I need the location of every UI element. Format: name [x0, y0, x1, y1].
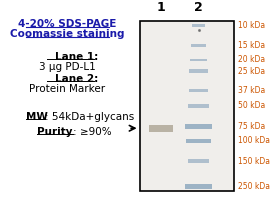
- Text: Purity: Purity: [37, 127, 73, 137]
- Bar: [185, 184, 212, 189]
- Text: 50 kDa: 50 kDa: [238, 101, 265, 110]
- Text: MW: MW: [26, 112, 48, 122]
- Text: Lane 2:: Lane 2:: [55, 74, 98, 84]
- Text: 1: 1: [157, 1, 166, 14]
- Text: 15 kDa: 15 kDa: [238, 41, 265, 50]
- Bar: [190, 59, 207, 61]
- Bar: [185, 124, 212, 129]
- Text: 4-20% SDS-PAGE: 4-20% SDS-PAGE: [18, 19, 117, 29]
- Text: 2: 2: [194, 1, 203, 14]
- Bar: [188, 159, 209, 163]
- Bar: [189, 69, 208, 73]
- Bar: [149, 125, 173, 132]
- Bar: [191, 44, 206, 47]
- Text: 75 kDa: 75 kDa: [238, 122, 265, 131]
- Text: 25 kDa: 25 kDa: [238, 67, 265, 76]
- Text: 37 kDa: 37 kDa: [238, 86, 265, 95]
- Text: : ≥90%: : ≥90%: [73, 127, 112, 137]
- Text: 10 kDa: 10 kDa: [238, 21, 265, 30]
- Text: Lane 1:: Lane 1:: [55, 52, 98, 62]
- Text: 250 kDa: 250 kDa: [238, 182, 270, 191]
- Text: 150 kDa: 150 kDa: [238, 157, 270, 166]
- Bar: [189, 89, 208, 92]
- Text: 20 kDa: 20 kDa: [238, 55, 265, 64]
- Text: Coomassie staining: Coomassie staining: [10, 29, 125, 39]
- Text: : 54kDa+glycans: : 54kDa+glycans: [45, 112, 134, 122]
- Bar: [141, 21, 234, 191]
- Bar: [192, 24, 205, 26]
- Text: 3 μg PD-L1: 3 μg PD-L1: [39, 62, 96, 72]
- Text: 100 kDa: 100 kDa: [238, 136, 270, 145]
- Text: Protein Marker: Protein Marker: [29, 84, 105, 94]
- Bar: [186, 139, 211, 143]
- Bar: [188, 104, 209, 108]
